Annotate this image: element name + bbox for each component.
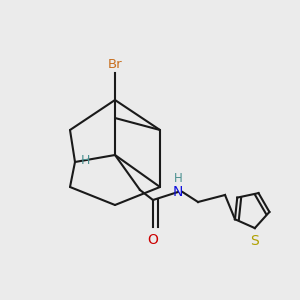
Text: H: H (174, 172, 183, 185)
Text: Br: Br (108, 58, 122, 70)
Text: H: H (80, 154, 90, 167)
Text: O: O (148, 233, 158, 247)
Text: N: N (173, 185, 183, 199)
Text: S: S (250, 234, 259, 248)
